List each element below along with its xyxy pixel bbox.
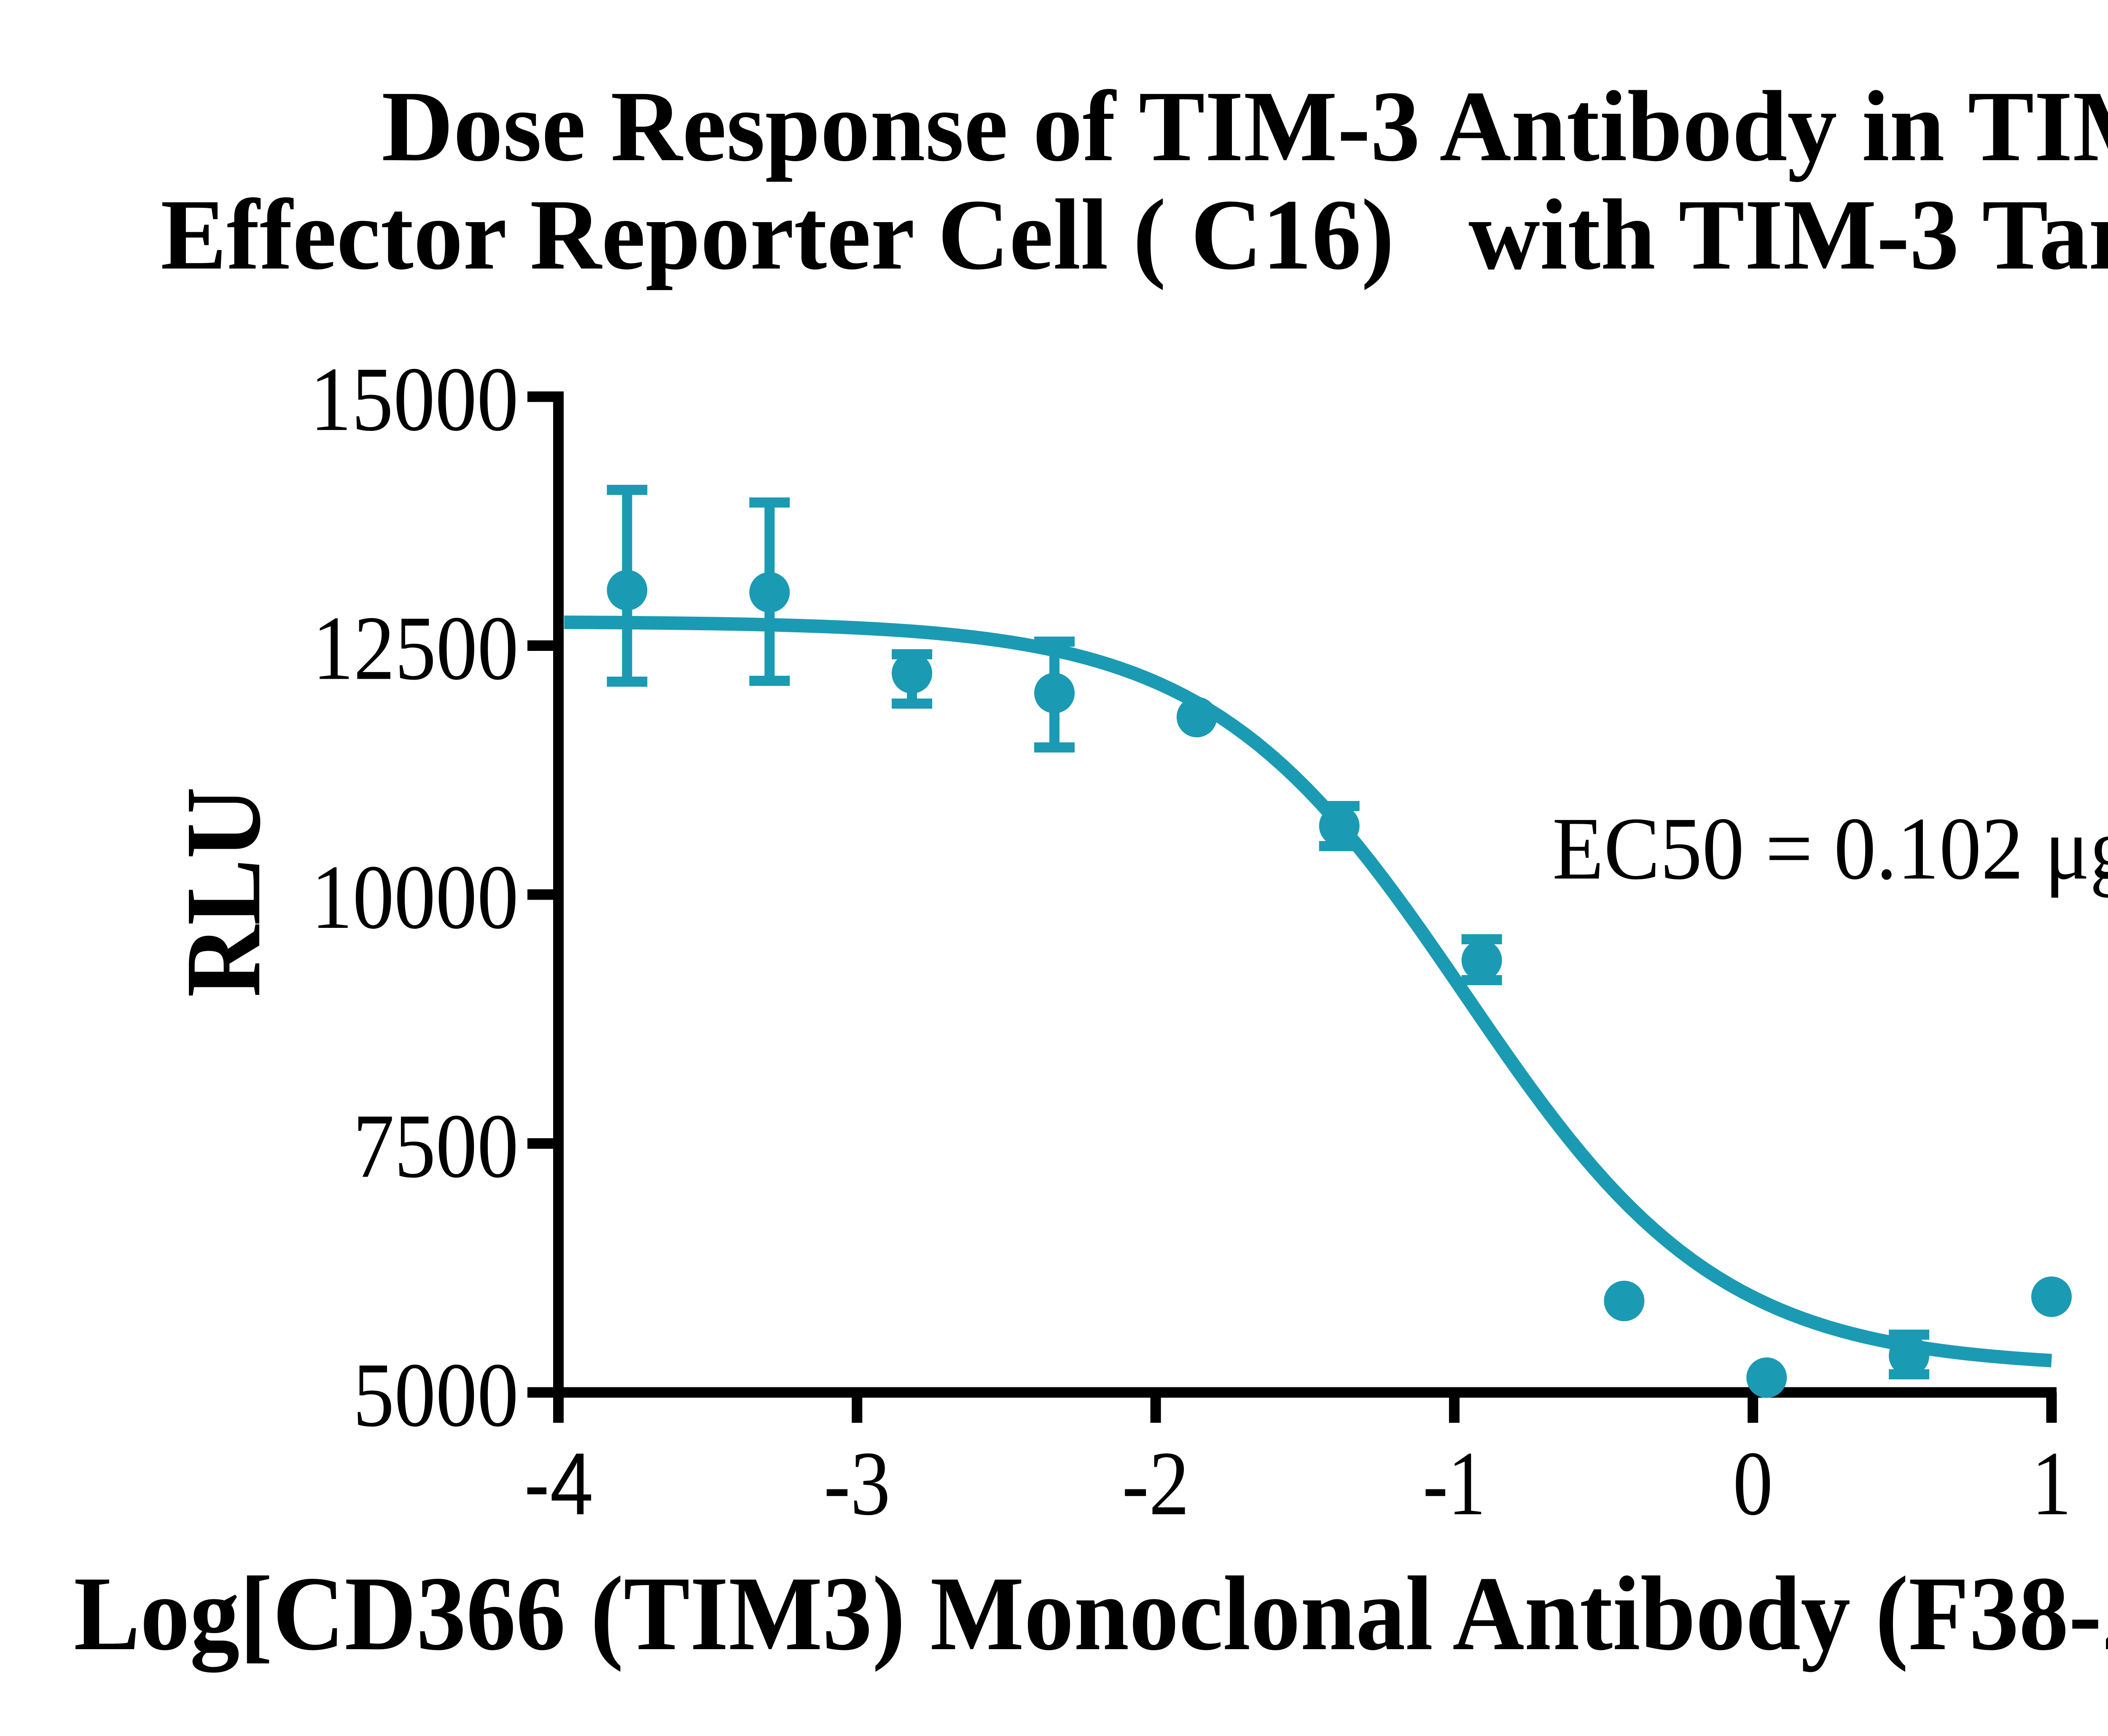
svg-text:0: 0 — [1733, 1433, 1773, 1534]
svg-text:5000: 5000 — [353, 1344, 519, 1446]
svg-text:12500: 12500 — [312, 598, 519, 699]
svg-text:Dose Response of TIM-3 Antibod: Dose Response of TIM-3 Antibody in TIM-3 — [382, 70, 2108, 182]
svg-text:Log[CD366 (TIM3) Monoclonal An: Log[CD366 (TIM3) Monoclonal Antibody (F3… — [74, 1554, 2108, 1673]
svg-text:15000: 15000 — [310, 349, 519, 450]
svg-text:-1: -1 — [1423, 1433, 1486, 1534]
svg-text:10000: 10000 — [311, 847, 519, 948]
svg-text:Effector Reporter Cell ( C16): Effector Reporter Cell ( C16) with TIM-3… — [161, 178, 2108, 291]
svg-text:-3: -3 — [824, 1433, 890, 1534]
svg-text:7500: 7500 — [353, 1096, 519, 1197]
svg-text:EC50 = 0.102 μg/ml: EC50 = 0.102 μg/ml — [1552, 799, 2108, 898]
svg-text:-2: -2 — [1122, 1433, 1189, 1534]
svg-text:1: 1 — [2032, 1433, 2072, 1534]
svg-text:-4: -4 — [524, 1435, 594, 1533]
svg-text:RLU: RLU — [164, 787, 283, 997]
